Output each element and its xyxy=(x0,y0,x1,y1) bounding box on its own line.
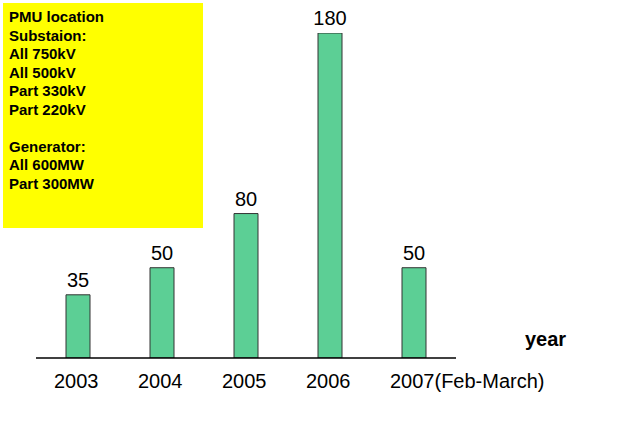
svg-text:2007(Feb-March): 2007(Feb-March) xyxy=(390,370,545,392)
svg-text:2003: 2003 xyxy=(54,370,99,392)
svg-text:180: 180 xyxy=(313,7,346,29)
svg-text:35: 35 xyxy=(67,269,89,291)
html-text:Part 330kV: Part 330kV xyxy=(9,82,86,99)
html-text:year: year xyxy=(525,328,567,350)
html-text:Generator:: Generator: xyxy=(9,137,86,155)
svg-text:2005: 2005 xyxy=(222,370,267,392)
svg-text:50: 50 xyxy=(151,242,173,264)
svg-text:2006: 2006 xyxy=(306,370,351,392)
html-text:All 600MW: All 600MW xyxy=(9,156,84,173)
svg-text:2004: 2004 xyxy=(138,370,183,392)
html-text:Part 220kV: Part 220kV xyxy=(9,100,86,118)
svg-text:80: 80 xyxy=(235,188,257,210)
html-text:PMU location: PMU location xyxy=(9,8,104,25)
html-text:All 750kV: All 750kV xyxy=(9,45,76,62)
html-text:All 500kV: All 500kV xyxy=(9,63,76,81)
html-text:Substaion:: Substaion: xyxy=(9,26,87,44)
svg-text:50: 50 xyxy=(403,242,425,264)
html-text:Part 300MW: Part 300MW xyxy=(9,174,94,192)
